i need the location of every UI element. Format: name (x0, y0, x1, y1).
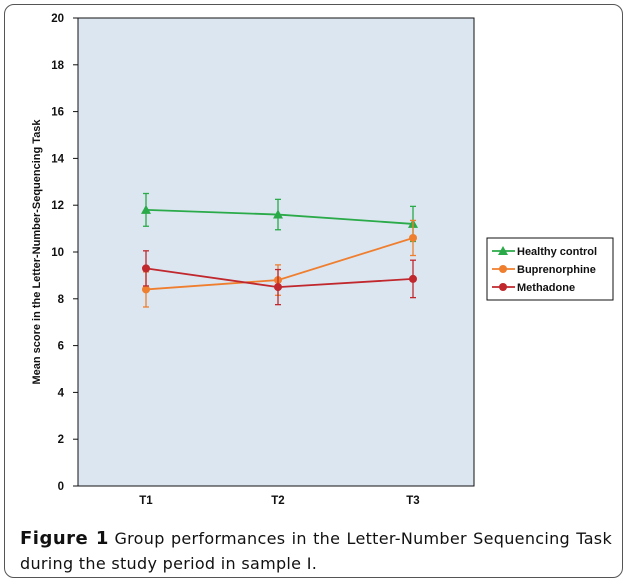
plot-area (77, 17, 475, 487)
x-axis: T1 T2 T3 (139, 495, 419, 507)
y-tick-label: 10 (51, 247, 64, 259)
figure-title: Group performances in the Letter-Number … (20, 529, 613, 573)
data-point (409, 274, 417, 283)
y-tick-label: 14 (51, 153, 64, 165)
figure-caption: Figure 1 Group performances in the Lette… (20, 527, 612, 577)
legend-label: Healthy control (517, 246, 597, 258)
legend-item: Methadone (492, 282, 575, 294)
x-tick-label: T2 (271, 495, 284, 507)
y-tick-label: 0 (58, 481, 64, 493)
y-axis: 0 2 4 6 8 10 12 14 16 18 20 (51, 13, 78, 493)
y-tick-label: 12 (51, 200, 64, 212)
legend-marker (499, 265, 507, 273)
x-tick-label: T3 (406, 495, 419, 507)
y-tick-label: 4 (58, 387, 65, 399)
legend-item: Buprenorphine (492, 264, 596, 276)
data-point (141, 204, 151, 214)
x-tick-label: T1 (139, 495, 153, 507)
legend-item: Healthy control (492, 246, 597, 258)
line-chart: 0 2 4 6 8 10 12 14 16 18 20 T1 T2 T3 Mean score in t… (31, 13, 614, 507)
series-methadone (142, 250, 417, 306)
y-tick-label: 6 (58, 341, 64, 353)
y-tick-label: 18 (51, 60, 64, 72)
legend-marker (498, 246, 508, 255)
y-tick-label: 2 (58, 434, 64, 446)
legend: Healthy control Buprenorphine Methadone (486, 237, 614, 301)
y-tick-label: 20 (51, 13, 64, 25)
figure-label: Figure 1 (20, 528, 109, 549)
data-point (142, 264, 150, 273)
data-point (142, 285, 150, 294)
data-point (274, 283, 282, 292)
y-axis-label: Mean score in the Letter-Number-Sequenci… (31, 119, 43, 385)
legend-marker (499, 283, 507, 291)
data-point (409, 233, 417, 242)
y-tick-label: 8 (58, 294, 65, 306)
legend-label: Buprenorphine (517, 264, 596, 276)
data-point (273, 209, 283, 219)
y-tick-label: 16 (51, 107, 64, 119)
series-layer (141, 192, 418, 308)
legend-label: Methadone (517, 282, 575, 294)
